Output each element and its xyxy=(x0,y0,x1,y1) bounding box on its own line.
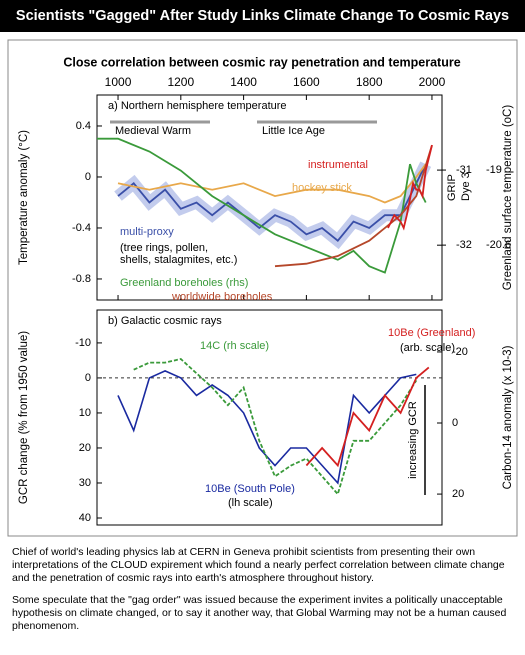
y-tick-label: 20 xyxy=(79,442,91,454)
series-label: multi-proxy xyxy=(120,226,174,238)
page-title: Scientists "Gagged" After Study Links Cl… xyxy=(0,0,525,32)
panel-title: b) Galactic cosmic rays xyxy=(108,315,222,327)
annotation: (arb. scale) xyxy=(400,342,455,354)
series-line xyxy=(387,144,433,231)
y2-axis-name: GRIP xyxy=(446,174,458,201)
y-axis-label: GCR change (% from 1950 value) xyxy=(18,331,30,504)
annotation: (lh scale) xyxy=(228,497,273,509)
series-line xyxy=(117,163,427,204)
annotation: increasing GCR xyxy=(407,401,419,479)
plot-frame xyxy=(96,309,443,526)
series-label: instrumental xyxy=(308,159,368,171)
series-label: 14C (rh scale) xyxy=(200,340,269,352)
x-tick-label: 1000 xyxy=(105,75,132,89)
y-tick-label: 30 xyxy=(79,477,91,489)
y3-axis-name: Dye 3 xyxy=(460,172,472,201)
y-tick-label: -10 xyxy=(75,337,91,349)
annotation: shells, stalagmites, etc.) xyxy=(120,254,237,266)
y2-tick-label: -32 xyxy=(456,239,472,251)
y2-tick-label: 20 xyxy=(452,488,464,500)
series-label: worldwide boreholes xyxy=(171,291,273,303)
y-tick-label: 0.4 xyxy=(76,120,91,132)
annotation: Little Ice Age xyxy=(262,125,325,137)
series-line xyxy=(117,163,427,242)
y-tick-label: 0 xyxy=(85,171,91,183)
series-line xyxy=(133,358,418,496)
x-tick-label: 1800 xyxy=(356,75,383,89)
series-label: 10Be (South Pole) xyxy=(205,483,295,495)
chart: Close correlation between cosmic ray pen… xyxy=(7,39,518,537)
series-line xyxy=(274,144,433,268)
paragraph: Some speculate that the "gag order" was … xyxy=(12,594,507,632)
annotation: Medieval Warm xyxy=(115,125,191,137)
series-line xyxy=(97,137,427,274)
y3-tick-label: -19 xyxy=(486,164,502,176)
chart-subtitle: Close correlation between cosmic ray pen… xyxy=(63,55,460,69)
y-tick-label: 40 xyxy=(79,512,91,524)
x-tick-label: 1400 xyxy=(230,75,257,89)
x-tick-label: 1200 xyxy=(167,75,194,89)
y2-axis-label: Greenland surface temperature (oC) xyxy=(502,105,514,291)
series-label: Greenland boreholes (rhs) xyxy=(120,277,248,289)
series-line xyxy=(305,366,430,468)
y2-tick-label: -20 xyxy=(452,346,468,358)
y2-tick-label: 0 xyxy=(452,417,458,429)
y-tick-label: -0.8 xyxy=(72,273,91,285)
annotation: (tree rings, pollen, xyxy=(120,242,208,254)
y3-tick-label: -20.6 xyxy=(486,239,511,251)
y-tick-label: -0.4 xyxy=(72,222,91,234)
x-tick-label: 1600 xyxy=(293,75,320,89)
panel-title: a) Northern hemisphere temperature xyxy=(108,100,287,112)
y-tick-label: 0 xyxy=(85,372,91,384)
series-label: hockey stick xyxy=(292,182,352,194)
y2-tick-label: -31 xyxy=(456,164,472,176)
y-axis-label: Temperature anomaly (°C) xyxy=(18,130,30,265)
x-tick-label: 2000 xyxy=(419,75,446,89)
series-label: 10Be (Greenland) xyxy=(388,327,475,339)
paragraphs: Chief of world's leading physics lab at … xyxy=(12,546,517,642)
y-tick-label: 10 xyxy=(79,407,91,419)
paragraph: Chief of world's leading physics lab at … xyxy=(12,546,505,584)
y2-axis-label: Carbon-14 anomaly (x 10-3) xyxy=(502,345,514,489)
